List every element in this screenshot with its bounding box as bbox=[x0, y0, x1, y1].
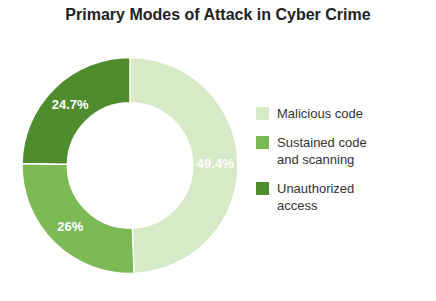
svg-text:24.7%: 24.7% bbox=[52, 97, 89, 112]
svg-text:26%: 26% bbox=[57, 219, 83, 234]
html-text:Sustained code and scanning: Sustained code and scanning bbox=[277, 135, 367, 167]
html-text:Primary Modes of Attack in Cyb: Primary Modes of Attack in Cyber Crime bbox=[65, 6, 371, 23]
svg-text:49.4%: 49.4% bbox=[197, 156, 234, 171]
html-text:Malicious code: Malicious code bbox=[277, 106, 363, 121]
html-text:Unauthorized access: Unauthorized access bbox=[277, 181, 355, 213]
